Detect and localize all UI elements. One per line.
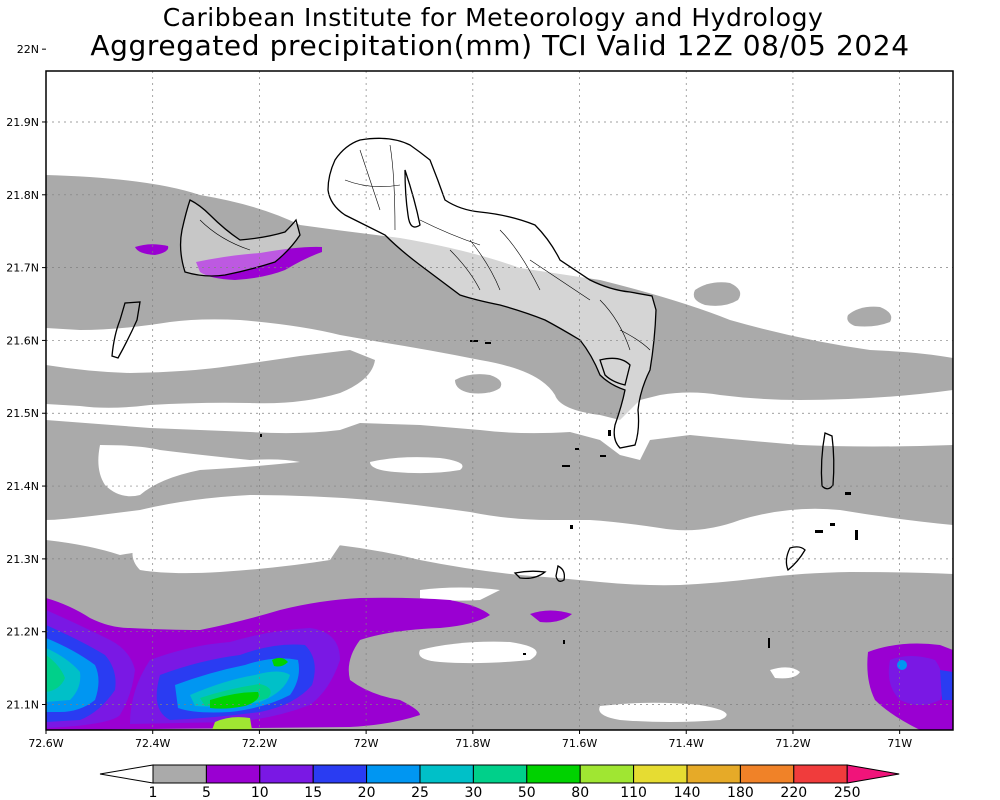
x-tick-label: 71.2W [775,737,810,750]
y-tick-label: 21.7N [6,262,39,275]
colorbar-label: 140 [674,785,701,800]
clear-area [419,641,537,664]
colorbar-label: 50 [518,785,536,800]
colorbar-label: 30 [464,785,482,800]
colorbar-label: 5 [202,785,211,800]
clear-area [370,457,463,474]
island-outline [513,570,547,580]
x-axis: 72.6W 72.4W 72.2W 72W 71.8W 71.6W 71.4W 71.2W 71… [28,730,912,750]
colorbar-swatch [526,764,581,784]
colorbar-swatch [686,764,741,784]
x-tick-label: 71.8W [455,737,490,750]
boundaries [199,144,651,351]
y-tick-label: 21.4N [6,480,39,493]
y-tick-label: 21.9N [6,116,39,129]
x-tick-label: 72.2W [242,737,277,750]
x-tick-label: 71W [887,737,912,750]
clear-area [599,702,727,722]
precip-area [135,244,169,255]
island-outline [327,137,657,449]
precip-area [455,374,502,394]
x-tick-label: 72.4W [135,737,170,750]
title-line-1: Caribbean Institute for Meteorology and … [162,3,824,32]
graticule [46,71,953,730]
precip-area [46,350,375,408]
colorbar-swatch [205,764,261,784]
colorbar-swatch [419,764,474,784]
island-outline [785,546,806,572]
colorbar-label: 10 [251,785,269,800]
precip-area [693,282,741,306]
x-tick-label: 72W [354,737,379,750]
island-outline [404,169,421,228]
colorbar-label: 15 [304,785,322,800]
colorbar: 1 5 10 15 20 25 30 50 80 110 140 180 220 250 [99,764,900,800]
precip-area [897,660,907,670]
colorbar-swatch [739,764,795,784]
precip-area [210,692,259,709]
map-frame [45,70,954,731]
precip-area [196,246,322,280]
clear-area [420,587,500,601]
colorbar-label: 250 [834,785,861,800]
y-tick-label: 21.8N [6,189,39,202]
colorbar-swatch [633,764,688,784]
colorbar-under-arrow [99,764,154,784]
y-tick-label: 21.6N [6,334,39,347]
colorbar-label: 110 [620,785,647,800]
island-outline [555,565,566,582]
colorbar-over-arrow [846,764,900,784]
colorbar-label: 1 [149,785,158,800]
x-tick-label: 71.6W [562,737,597,750]
y-tick-label: 21.1N [6,699,39,712]
precip-field [46,137,953,730]
small-islets [260,340,858,655]
precip-area [940,670,953,700]
x-tick-label: 72.6W [28,737,63,750]
clear-area [98,445,300,497]
colorbar-label: 25 [411,785,429,800]
title-line-2: Aggregated precipitation(mm) TCI Valid 1… [90,29,910,62]
colorbar-swatch [793,764,848,784]
precip-area [212,717,252,730]
island-outline [111,301,141,359]
colorbar-label: 20 [358,785,376,800]
y-tick-label: 22N [17,43,39,56]
colorbar-swatch [259,764,314,784]
colorbar-label: 220 [780,785,807,800]
colorbar-swatch [579,764,635,784]
colorbar-swatch [472,764,528,784]
clear-area [132,529,340,574]
precip-area [46,655,65,692]
y-tick-label: 21.3N [6,553,39,566]
colorbar-swatch [152,764,207,784]
precip-area [46,420,953,531]
clear-area [770,667,800,679]
colorbar-swatch [312,764,368,784]
colorbar-swatch [366,764,421,784]
y-axis: 22N 21.9N 21.8N 21.7N 21.6N 21.5N 21.4N 21.3N 21… [6,43,46,712]
precip-area [272,657,288,667]
coastlines [111,137,835,582]
y-tick-label: 21.2N [6,626,39,639]
island-outline [179,199,301,277]
island-outline [599,357,631,386]
island-outline [820,432,835,490]
colorbar-label: 80 [571,785,589,800]
y-tick-label: 21.5N [6,407,39,420]
precip-area [530,610,572,623]
precip-area [847,306,892,327]
x-tick-label: 71.4W [669,737,704,750]
colorbar-label: 180 [727,785,754,800]
